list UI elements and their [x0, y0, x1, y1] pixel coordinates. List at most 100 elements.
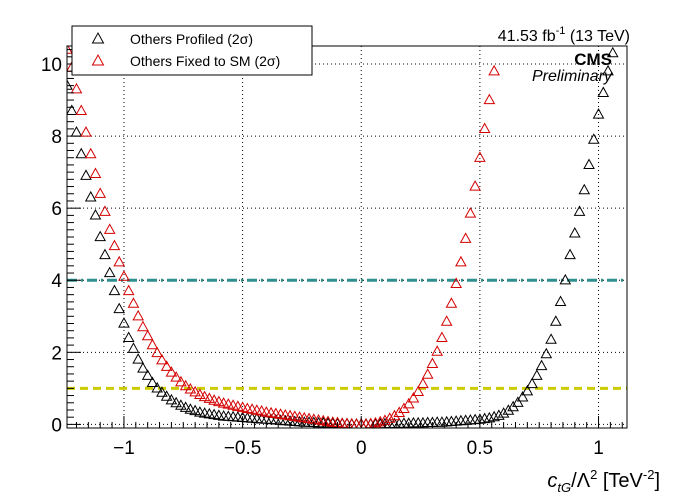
y-tick-label: 4: [51, 271, 62, 292]
data-point: [170, 371, 183, 382]
data-point: [530, 369, 543, 380]
legend: Others Profiled (2σ) Others Fixed to SM (…: [71, 25, 313, 76]
data-point: [592, 108, 605, 119]
x-axis-var-sub: tG: [557, 480, 571, 495]
x-axis-var: c: [547, 470, 557, 492]
data-point: [483, 93, 496, 105]
data-point: [127, 342, 140, 353]
lumi-exp: -1: [556, 25, 566, 37]
lumi-energy: (13 TeV): [565, 28, 630, 45]
data-point: [417, 377, 429, 389]
data-point: [497, 407, 510, 418]
data-point: [535, 359, 548, 371]
data-point: [521, 384, 534, 396]
y-tick-label: 6: [51, 199, 62, 220]
data-point: [194, 388, 206, 399]
y-tick-label: 0: [51, 415, 62, 436]
x-tick-label: 0.5: [467, 438, 493, 459]
legend-entry-label: Others Fixed to SM (2σ): [130, 53, 280, 69]
data-point: [67, 79, 73, 90]
x-tick-label: 0: [356, 438, 367, 459]
data-point: [393, 406, 406, 417]
data-series: [67, 46, 619, 428]
data-point: [374, 415, 387, 427]
data-point: [488, 410, 500, 422]
data-point: [502, 404, 515, 415]
data-point: [89, 167, 102, 179]
data-point: [132, 353, 145, 364]
data-point: [198, 390, 211, 402]
cms-label: CMS: [574, 50, 612, 69]
data-point: [75, 147, 88, 159]
y-tick-label: 2: [51, 343, 62, 364]
data-point: [469, 180, 481, 191]
data-point: [511, 396, 524, 407]
legend-marker: [91, 54, 105, 66]
data-point: [84, 147, 97, 159]
y-tick-label: 10: [41, 55, 62, 76]
data-point: [113, 255, 126, 267]
data-point: [455, 255, 467, 267]
data-point: [80, 169, 92, 180]
legend-entry-label: Others Profiled (2σ): [130, 31, 253, 47]
data-point: [122, 284, 135, 296]
data-point: [383, 412, 396, 423]
data-point: [160, 390, 173, 401]
data-point: [540, 347, 553, 359]
data-point: [436, 331, 448, 343]
data-point: [583, 158, 595, 170]
data-point: [94, 187, 107, 198]
data-point: [564, 248, 576, 260]
data-point: [156, 386, 168, 397]
lumi-value: 41.53 fb: [498, 28, 556, 45]
data-point: [141, 329, 154, 341]
legend-box: [71, 25, 313, 76]
data-point: [99, 205, 111, 216]
data-point: [127, 297, 140, 308]
data-point: [70, 82, 83, 94]
data-point: [108, 284, 121, 296]
preliminary-label: Preliminary: [532, 68, 613, 85]
x-tick-label: −0.5: [224, 438, 262, 459]
series-group: [67, 46, 500, 428]
data-point: [407, 392, 420, 403]
data-point: [137, 320, 149, 332]
data-point: [421, 368, 434, 379]
data-point: [559, 273, 572, 285]
data-point: [189, 385, 201, 397]
data-point: [516, 390, 529, 402]
data-point: [445, 297, 458, 308]
data-point: [67, 46, 73, 54]
data-point: [146, 376, 159, 388]
data-point: [450, 277, 463, 288]
axis-ticks: [67, 49, 623, 428]
data-point: [549, 315, 562, 326]
data-point: [175, 375, 187, 387]
data-point: [602, 64, 614, 76]
x-axis-unit-open: [TeV: [597, 470, 643, 492]
data-point: [478, 122, 491, 133]
data-point: [165, 366, 178, 377]
data-point: [478, 412, 491, 424]
legend-marker: [91, 32, 105, 44]
data-point: [132, 309, 145, 321]
data-point: [493, 409, 505, 420]
plot-frame: [66, 45, 628, 429]
data-point: [464, 207, 477, 218]
x-axis-div: /Λ: [571, 470, 591, 492]
data-point: [151, 381, 164, 393]
y-tick-label: 8: [51, 127, 62, 148]
data-point: [203, 392, 216, 403]
data-point: [165, 393, 178, 405]
data-point: [474, 151, 486, 162]
data-point: [156, 353, 168, 365]
data-point: [578, 183, 591, 195]
reference-lines: [67, 278, 627, 390]
lumi-label: 41.53 fb-1 (13 TeV): [498, 25, 630, 45]
x-axis-unit-sup: -2: [643, 467, 655, 482]
x-axis-title: ctG/Λ2 [TeV-2]: [547, 467, 660, 495]
data-point: [459, 232, 472, 243]
data-point: [89, 208, 102, 220]
x-axis-unit-close: ]: [654, 470, 660, 492]
